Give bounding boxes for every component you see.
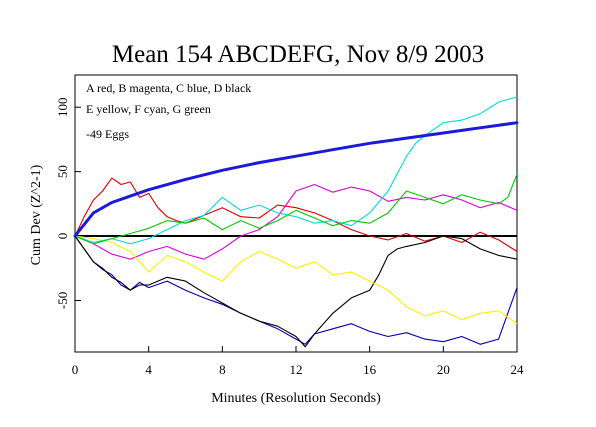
series-line-3 (74, 235, 518, 345)
series-line-5 (74, 235, 518, 325)
legend-line-2: E yellow, F cyan, G green (86, 102, 211, 116)
y-tick-label: -50 (55, 292, 70, 309)
series-line-4 (74, 235, 518, 348)
y-axis-label: Cum Dev (Z^2-1) (29, 164, 44, 265)
x-tick-label: 24 (511, 362, 525, 377)
series-line-1 (74, 177, 518, 252)
x-tick-label: 0 (72, 362, 79, 377)
x-ticks: 0 4 8 12 16 20 24 (72, 346, 524, 377)
y-ticks: -50 0 50 100 (55, 97, 81, 309)
envelope-layer (73, 121, 519, 238)
x-tick-label: 8 (219, 362, 226, 377)
x-tick-label: 16 (363, 362, 377, 377)
x-tick-label: 4 (145, 362, 152, 377)
y-tick-label: 50 (55, 165, 70, 178)
series-line-7 (74, 173, 518, 245)
legend-line-1: A red, B magenta, C blue, D black (86, 81, 251, 95)
series-line-2 (74, 183, 518, 260)
chart-title: Mean 154 ABCDEFG, Nov 8/9 2003 (112, 41, 484, 68)
x-tick-label: 12 (290, 362, 303, 377)
x-tick-label: 20 (437, 362, 450, 377)
y-tick-label: 0 (55, 233, 70, 240)
series-layer (74, 96, 518, 348)
y-tick-label: 100 (55, 97, 70, 117)
x-axis-label: Minutes (Resolution Seconds) (211, 391, 381, 406)
series-line-6 (74, 96, 518, 245)
plot-area (74, 74, 518, 353)
eggs-count: -49 Eggs (86, 127, 129, 141)
significance-envelope-line (73, 121, 519, 238)
